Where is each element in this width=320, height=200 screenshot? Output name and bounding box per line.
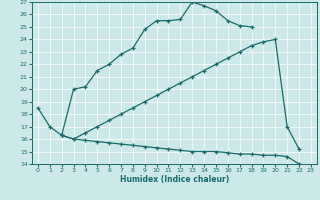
X-axis label: Humidex (Indice chaleur): Humidex (Indice chaleur) [120,175,229,184]
